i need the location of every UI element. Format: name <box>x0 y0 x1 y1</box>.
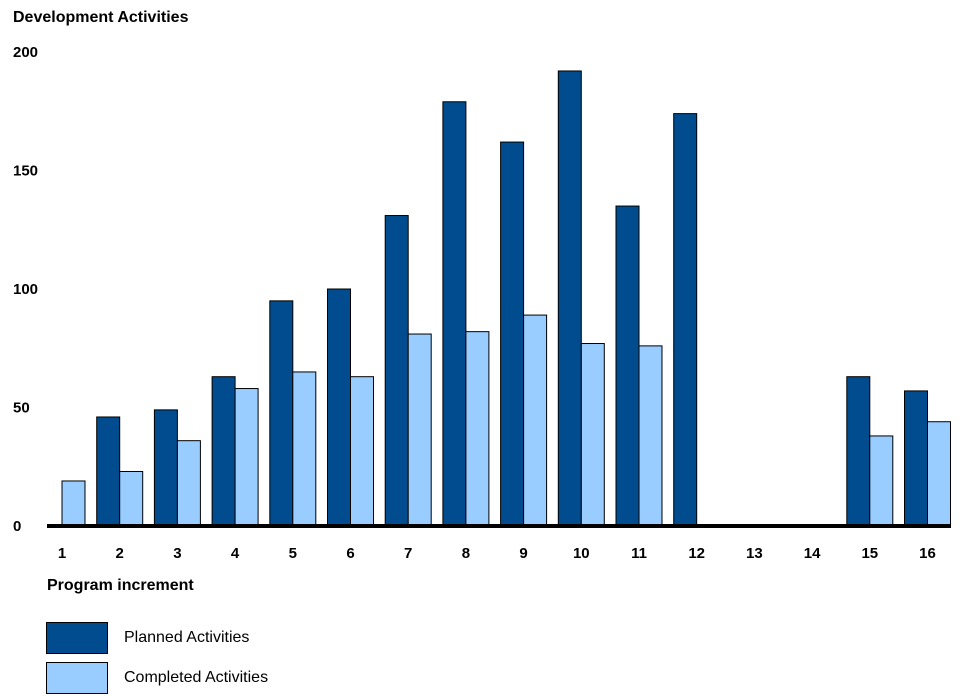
x-axis-ticks: 1 2 3 4 5 6 7 8 9 10 11 12 13 14 15 16 <box>58 545 936 562</box>
planned-bar-3 <box>153 409 178 527</box>
x-tick-label: 9 <box>519 545 527 562</box>
completed-bar-10 <box>580 343 605 527</box>
x-tick-label: 3 <box>173 545 181 562</box>
legend-label-planned: Planned Activities <box>124 629 250 646</box>
planned-bar-2 <box>96 416 121 527</box>
planned-bar-12 <box>673 113 698 527</box>
x-tick-label: 5 <box>289 545 297 562</box>
legend-label-completed: Completed Activities <box>124 669 269 686</box>
x-tick-label: 6 <box>346 545 354 562</box>
x-tick-label: 4 <box>231 545 240 562</box>
planned-bar-9 <box>500 141 525 527</box>
y-tick-label: 0 <box>13 518 21 535</box>
completed-bar-2 <box>119 470 144 527</box>
bars <box>61 70 951 527</box>
completed-bar-16 <box>927 421 951 527</box>
legend-swatch-completed <box>46 662 108 694</box>
planned-bar-7 <box>384 215 409 527</box>
y-tick-label: 200 <box>13 44 38 61</box>
x-tick-label: 7 <box>404 545 412 562</box>
y-tick-label: 150 <box>13 163 38 180</box>
x-axis-title: Program increment <box>47 577 194 594</box>
completed-bar-4 <box>234 388 259 527</box>
planned-bar-10 <box>557 70 582 527</box>
planned-bar-4 <box>211 376 236 527</box>
x-tick-label: 1 <box>58 545 66 562</box>
legend-swatch-planned <box>46 622 108 654</box>
completed-bar-3 <box>176 440 201 527</box>
completed-bar-7 <box>407 333 432 527</box>
x-tick-label: 14 <box>804 545 821 562</box>
y-tick-label: 100 <box>13 281 38 298</box>
chart-title: Development Activities <box>13 9 189 26</box>
planned-bar-11 <box>615 205 640 527</box>
completed-bar-1 <box>61 480 86 527</box>
completed-bar-9 <box>523 314 548 527</box>
y-axis-ticks: 0 50 100 150 200 <box>13 44 38 535</box>
planned-bar-8 <box>442 101 467 527</box>
completed-bar-5 <box>292 371 317 527</box>
y-tick-label: 50 <box>13 400 30 417</box>
x-tick-label: 16 <box>919 545 936 562</box>
x-tick-label: 15 <box>861 545 878 562</box>
x-tick-label: 8 <box>462 545 470 562</box>
planned-bar-15 <box>846 376 871 527</box>
completed-bar-15 <box>869 435 894 527</box>
planned-bar-16 <box>904 390 928 527</box>
x-tick-label: 11 <box>631 545 647 562</box>
x-tick-label: 13 <box>746 545 763 562</box>
x-tick-label: 2 <box>116 545 124 562</box>
completed-bar-6 <box>350 376 374 527</box>
completed-bar-8 <box>465 331 490 527</box>
x-tick-label: 12 <box>688 545 705 562</box>
planned-bar-6 <box>327 288 351 527</box>
planned-bar-5 <box>269 300 294 527</box>
x-tick-label: 10 <box>573 545 590 562</box>
completed-bar-11 <box>638 345 663 527</box>
